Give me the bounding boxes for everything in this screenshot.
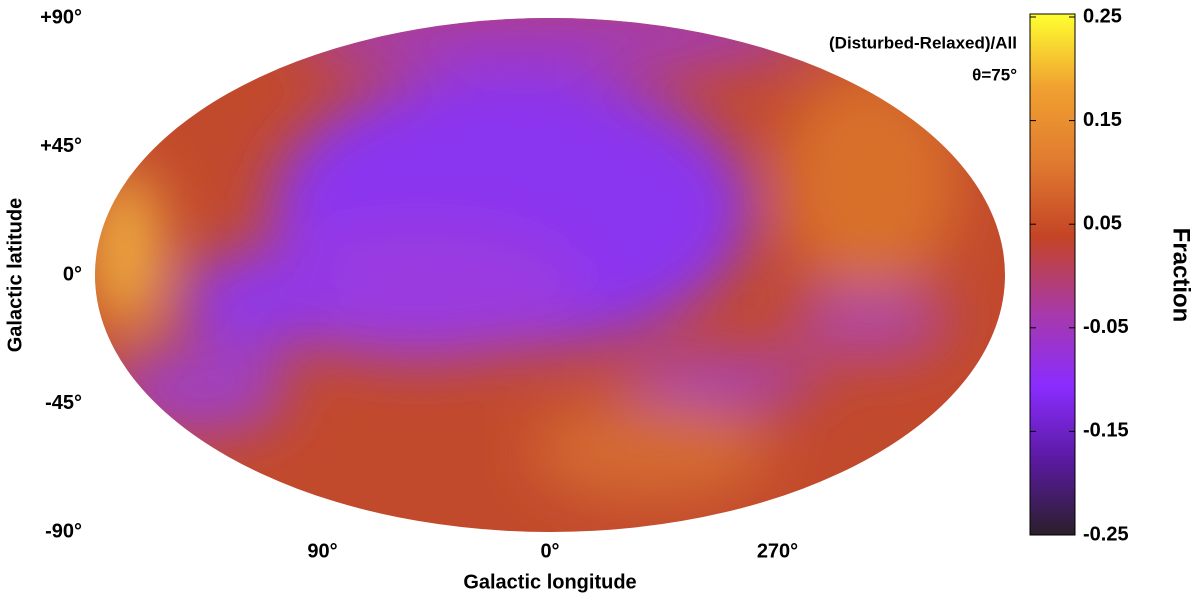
colorbar-tick-label: -0.05 — [1083, 316, 1129, 338]
y-tick-label: -90° — [45, 520, 82, 542]
colorbar-label: Fraction — [1168, 228, 1195, 323]
y-tick-label: 0° — [63, 263, 82, 285]
annotation: θ=75° — [972, 65, 1017, 84]
y-tick-label: -45° — [45, 392, 82, 414]
colorbar — [1029, 13, 1076, 536]
colorbar-tick-label: -0.25 — [1083, 523, 1129, 545]
colorbar-tick-label: 0.15 — [1083, 109, 1122, 131]
y-tick-label: +90° — [40, 6, 82, 28]
x-tick-label: 90° — [307, 540, 337, 562]
colorbar-tick-label: 0.05 — [1083, 212, 1122, 234]
x-tick-label: 270° — [757, 540, 798, 562]
annotation: (Disturbed-Relaxed)/All — [829, 33, 1017, 52]
colorbar-tick-label: 0.25 — [1083, 5, 1122, 27]
y-tick-label: +45° — [40, 135, 82, 157]
y-axis-label: Galactic latitude — [4, 198, 26, 353]
x-axis-label: Galactic longitude — [463, 571, 636, 593]
colorbar-tick-label: -0.15 — [1083, 420, 1129, 442]
sky-map — [95, 18, 1005, 532]
x-tick-label: 0° — [540, 540, 559, 562]
